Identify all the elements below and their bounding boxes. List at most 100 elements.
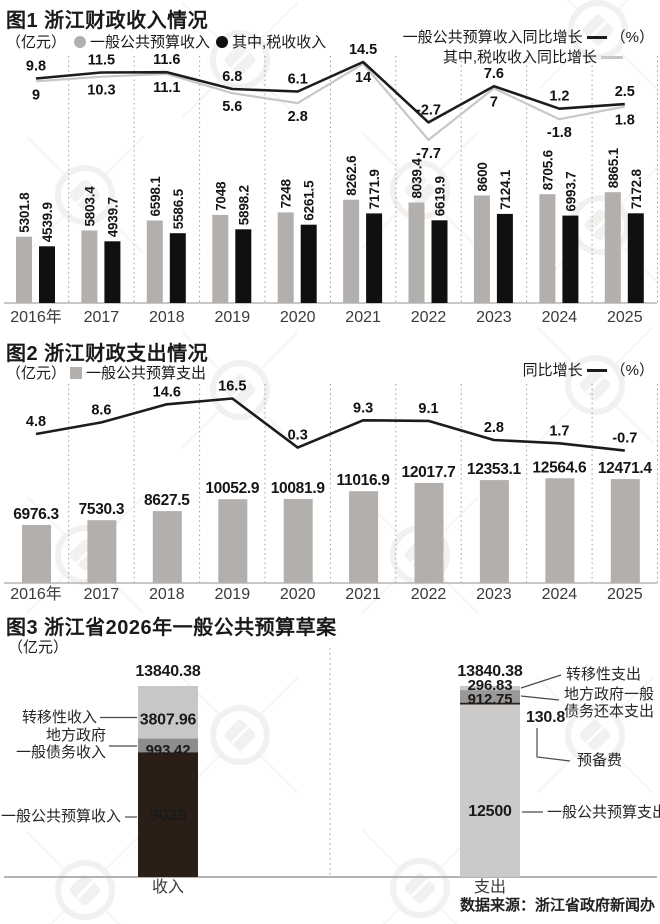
svg-text:6598.1: 6598.1: [148, 176, 163, 217]
chart2-percent-label: （%）: [610, 362, 654, 379]
svg-text:一般公共预算支出: 一般公共预算支出: [547, 803, 660, 821]
svg-text:1.8: 1.8: [615, 113, 635, 129]
svg-text:2024: 2024: [542, 586, 578, 603]
svg-text:5586.5: 5586.5: [171, 188, 186, 229]
svg-text:8705.6: 8705.6: [540, 149, 555, 190]
svg-text:地方政府: 地方政府: [46, 727, 106, 744]
svg-text:2020: 2020: [280, 309, 316, 326]
svg-text:2.8: 2.8: [288, 109, 308, 125]
svg-text:0.3: 0.3: [288, 428, 308, 444]
svg-text:-2.7: -2.7: [416, 102, 441, 118]
legend-gray-dot-icon: [74, 35, 87, 48]
svg-text:2024: 2024: [542, 309, 578, 326]
chart1-line2-legend-label: 其中,税收收入同比增长: [442, 49, 597, 66]
svg-text:4939.7: 4939.7: [105, 197, 120, 237]
svg-text:130.8: 130.8: [526, 709, 565, 726]
svg-text:-1.8: -1.8: [547, 125, 572, 141]
svg-text:一般债务收入: 一般债务收入: [16, 744, 106, 761]
svg-text:6261.5: 6261.5: [302, 180, 317, 221]
svg-text:5.6: 5.6: [222, 99, 242, 115]
svg-text:债务还本支出: 债务还本支出: [564, 703, 654, 720]
svg-text:11.5: 11.5: [88, 53, 115, 69]
svg-text:13840.38: 13840.38: [457, 663, 522, 680]
svg-text:地方政府一般: 地方政府一般: [564, 686, 654, 703]
svg-text:3807.96: 3807.96: [140, 712, 197, 729]
svg-text:10081.9: 10081.9: [271, 480, 326, 497]
chart1-legend: （亿元） 一般公共预算收入 其中,税收收入: [6, 31, 326, 52]
svg-text:转移性收入: 转移性收入: [22, 709, 97, 726]
svg-text:912.75: 912.75: [468, 691, 513, 708]
chart1-legend-bar2-label: 其中,税收收入: [232, 34, 327, 51]
svg-text:8600: 8600: [475, 162, 490, 191]
svg-text:9.3: 9.3: [353, 400, 373, 416]
svg-text:7048: 7048: [213, 181, 228, 211]
svg-text:11016.9: 11016.9: [337, 472, 391, 489]
svg-text:2017: 2017: [84, 586, 120, 603]
chart1-title: 图1 浙江财政收入情况: [6, 10, 209, 32]
svg-text:收入: 收入: [152, 878, 184, 896]
svg-text:2022: 2022: [411, 586, 447, 603]
svg-text:8.6: 8.6: [91, 402, 111, 418]
svg-text:9.8: 9.8: [26, 59, 46, 75]
svg-text:12564.6: 12564.6: [532, 459, 587, 476]
chart3-plot: 13840.38 3807.96 993.42 9039 转移性收入 地方政府 一般债务收入…: [0, 634, 660, 924]
svg-text:-7.7: -7.7: [416, 146, 441, 162]
svg-text:8627.5: 8627.5: [144, 492, 190, 509]
chart1-percent-label: （%）: [610, 29, 654, 46]
svg-text:12017.7: 12017.7: [402, 464, 456, 481]
svg-text:6993.7: 6993.7: [563, 172, 578, 212]
svg-text:11.1: 11.1: [153, 80, 180, 96]
svg-text:2023: 2023: [476, 586, 512, 603]
chart2-line-legend-label: 同比增长: [522, 362, 583, 379]
chart2-legend-bar-label: 一般公共预算支出: [86, 365, 207, 382]
svg-text:9.1: 9.1: [418, 401, 438, 417]
chart2-unit-label: （亿元）: [6, 365, 67, 382]
source-note: 数据来源：浙江省政府新闻办: [459, 897, 655, 914]
svg-text:2025: 2025: [607, 586, 643, 603]
svg-text:993.42: 993.42: [146, 742, 191, 759]
svg-text:6619.9: 6619.9: [433, 176, 448, 216]
svg-text:2018: 2018: [149, 309, 185, 326]
svg-text:296.83: 296.83: [468, 677, 513, 694]
chart3-title: 图3 浙江省2026年一般公共预算草案: [6, 617, 337, 639]
svg-text:7172.8: 7172.8: [629, 169, 644, 210]
svg-text:转移性支出: 转移性支出: [566, 666, 641, 683]
chart1-line-legend: 一般公共预算收入同比增长 （%） 其中,税收收入同比增长: [403, 28, 654, 68]
svg-text:2017: 2017: [84, 309, 120, 326]
svg-text:2016年: 2016年: [10, 308, 62, 326]
svg-text:2022: 2022: [411, 309, 447, 326]
svg-text:13840.38: 13840.38: [135, 663, 200, 680]
svg-text:2.8: 2.8: [484, 420, 504, 436]
svg-text:12353.1: 12353.1: [467, 461, 522, 478]
svg-text:2021: 2021: [345, 309, 381, 326]
svg-text:8039.4: 8039.4: [410, 158, 425, 199]
svg-text:支出: 支出: [474, 878, 506, 896]
legend-gray-square-icon: [70, 366, 83, 379]
chart2-legend: （亿元） 一般公共预算支出: [6, 362, 206, 383]
svg-text:5898.2: 5898.2: [236, 185, 251, 225]
chart1-plot: 5301.8 5803.4 6598.1 7048 7248 8262.6 8039.4 86…: [0, 40, 660, 337]
svg-text:5803.4: 5803.4: [82, 186, 97, 227]
svg-text:16.5: 16.5: [218, 379, 246, 395]
chart2-title: 图2 浙江财政支出情况: [6, 343, 209, 365]
svg-text:4539.9: 4539.9: [40, 202, 55, 242]
svg-text:1.7: 1.7: [549, 423, 569, 439]
svg-text:7: 7: [490, 94, 498, 110]
svg-text:2019: 2019: [215, 309, 251, 326]
svg-text:12500: 12500: [468, 803, 512, 820]
chart1-unit-label: （亿元）: [6, 34, 67, 51]
svg-text:-0.7: -0.7: [612, 431, 637, 447]
chart3-unit-label: （亿元）: [8, 639, 69, 656]
svg-text:5301.8: 5301.8: [17, 192, 32, 233]
legend-black-dot-icon: [216, 35, 229, 48]
svg-text:6976.3: 6976.3: [13, 506, 59, 523]
svg-text:1.2: 1.2: [549, 89, 569, 105]
black-line-legend-icon: [586, 369, 607, 372]
svg-text:预备费: 预备费: [577, 752, 622, 769]
svg-text:7.6: 7.6: [484, 66, 504, 82]
svg-text:8865.1: 8865.1: [606, 147, 621, 188]
svg-text:7171.9: 7171.9: [367, 169, 382, 209]
svg-text:11.6: 11.6: [153, 52, 180, 68]
svg-text:6.1: 6.1: [288, 72, 308, 88]
